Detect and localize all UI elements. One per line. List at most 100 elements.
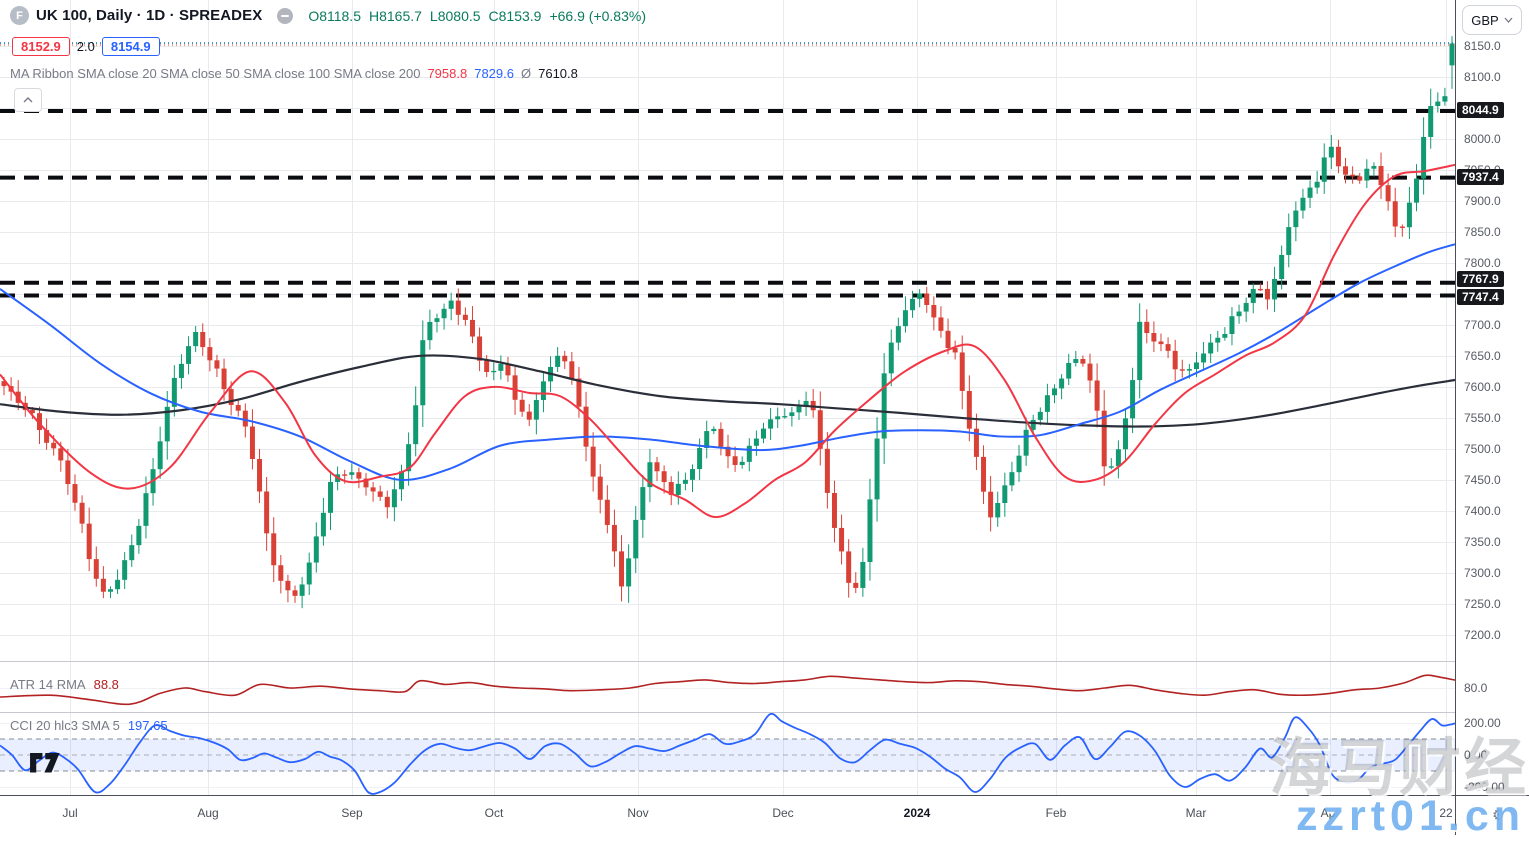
candle (576, 378, 582, 407)
candle (171, 377, 177, 407)
candle (1016, 455, 1022, 473)
candle (1279, 254, 1285, 280)
currency-dropdown[interactable]: GBP (1462, 5, 1522, 35)
time-axis-label: Aug (197, 806, 219, 820)
candle (1144, 321, 1150, 334)
candle (1350, 174, 1356, 177)
candle (604, 499, 610, 525)
candle (249, 426, 255, 459)
candle (285, 580, 291, 591)
candle (512, 375, 518, 400)
market-status-icon (277, 7, 294, 24)
candle (611, 524, 617, 552)
candle (29, 410, 35, 414)
candle (1378, 166, 1384, 186)
candle (1293, 210, 1299, 228)
time-axis-border (0, 795, 1529, 796)
candle (484, 360, 490, 372)
candle (853, 582, 859, 588)
candle (1335, 146, 1341, 167)
symbol-logo-icon: F (10, 6, 29, 25)
time-axis[interactable]: Jul Aug Sep Oct Nov Dec 2024 Feb Mar Apr 22 (0, 796, 1455, 835)
candle (1122, 418, 1128, 450)
candle (966, 390, 972, 429)
candle (51, 442, 57, 449)
atr-legend[interactable]: ATR 14 RMA 88.8 (10, 677, 119, 692)
time-axis-label: Dec (772, 806, 794, 820)
price-tick: 7200.0 (1464, 627, 1501, 642)
ohlc-values: O8118.5 H8165.7 L8080.5 C8153.9 +66.9 (+… (308, 8, 646, 24)
level-price-label: 7747.4 (1457, 289, 1504, 306)
cci-legend[interactable]: CCI 20 hlc3 SMA 5 197.65 (10, 718, 168, 733)
pane-divider-cci[interactable] (0, 712, 1529, 713)
candle (782, 416, 788, 418)
candle (434, 318, 440, 322)
ask-button[interactable]: 8154.9 (101, 37, 160, 56)
price-tick: 8100.0 (1464, 69, 1501, 84)
price-axis[interactable]: GBP ⚙ 8150.08100.08000.07950.07900.07850… (1456, 0, 1529, 835)
candle (952, 348, 958, 353)
collapse-legend-button[interactable] (14, 88, 42, 112)
time-axis-label: Mar (1185, 806, 1207, 820)
candle (526, 411, 532, 420)
candle (746, 445, 752, 462)
candle (555, 355, 561, 367)
bid-button[interactable]: 8152.9 (12, 37, 70, 56)
candle (1222, 334, 1228, 338)
candle (796, 406, 802, 413)
ma-avg-symbol: Ø (520, 66, 532, 81)
axis-settings-gear-icon[interactable]: ⚙ (1492, 807, 1506, 824)
candle (1037, 411, 1043, 420)
candle (157, 441, 163, 470)
price-tick: 7700.0 (1464, 317, 1501, 332)
chart-canvas[interactable] (0, 0, 1455, 795)
candle (654, 462, 660, 472)
candle (1, 381, 7, 387)
candle (299, 584, 305, 596)
candle (100, 578, 106, 592)
candle (193, 331, 199, 347)
candle (207, 347, 213, 361)
candle (775, 416, 781, 420)
candle (640, 487, 646, 520)
candle (704, 431, 710, 449)
chevron-down-icon (1504, 17, 1513, 23)
ma-ribbon-legend[interactable]: MA Ribbon SMA close 20 SMA close 50 SMA … (10, 66, 578, 81)
candle (846, 551, 852, 583)
candle (569, 361, 575, 379)
candle (590, 446, 596, 477)
candle (895, 326, 901, 343)
candle (427, 321, 433, 341)
candle (164, 406, 170, 442)
candle (753, 438, 759, 446)
candle (583, 406, 589, 447)
ma-sma20-value: 7958.8 (427, 66, 468, 81)
tradingview-logo-icon[interactable] (30, 753, 72, 778)
ma-lines (0, 163, 1455, 519)
candle (391, 489, 397, 508)
symbol-title[interactable]: UK 100, Daily · 1D · SPREADEX (36, 7, 263, 24)
candle (711, 428, 717, 432)
pane-divider-atr[interactable] (0, 661, 1529, 662)
candle (917, 293, 923, 299)
price-tick: 7500.0 (1464, 441, 1501, 456)
candle (1399, 226, 1405, 228)
symbol-legend[interactable]: F UK 100, Daily · 1D · SPREADEX O8118.5 … (10, 6, 646, 25)
candle (107, 589, 113, 592)
time-axis-label: Oct (484, 806, 504, 820)
candle (1321, 157, 1327, 182)
candle (1066, 362, 1072, 379)
candle (924, 293, 930, 305)
candle (235, 405, 241, 411)
candle (1442, 96, 1448, 102)
candle (1385, 185, 1391, 202)
candle (1130, 380, 1136, 419)
candle (462, 314, 468, 320)
candle (143, 493, 149, 526)
cci-scale-tick: 200.00 (1464, 716, 1501, 730)
candle (1435, 101, 1441, 107)
candle (122, 560, 128, 580)
candle (938, 317, 944, 331)
candle (1023, 429, 1029, 456)
